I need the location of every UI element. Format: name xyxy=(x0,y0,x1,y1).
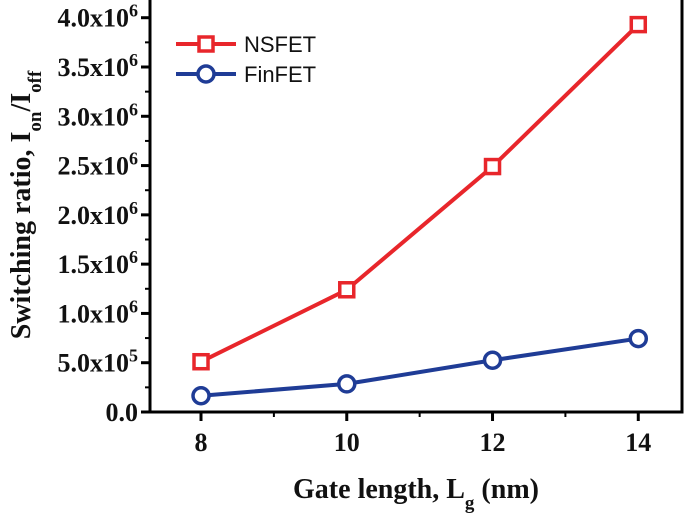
y-tick-labels: 0.0 5.0x105 1.0x106 1.5x106 2.0x106 2.5x106 3.… xyxy=(58,1,139,427)
legend-label: FinFET xyxy=(244,62,316,87)
legend: NSFET FinFET xyxy=(176,32,316,87)
x-axis-title-suffix: (nm) xyxy=(474,474,539,505)
legend-label: NSFET xyxy=(244,32,316,57)
data-point xyxy=(483,157,502,176)
axis-ticks xyxy=(141,16,640,421)
y-axis-title-main: Switching ratio, I xyxy=(6,132,37,340)
data-point xyxy=(629,15,648,34)
data-point xyxy=(192,352,210,371)
x-tick-label: 10 xyxy=(334,428,360,457)
series-layer xyxy=(191,15,649,406)
series-nsfet xyxy=(192,15,648,371)
series-line xyxy=(200,336,639,398)
legend-marker xyxy=(197,35,215,53)
y-tick-label: 2.5x106 xyxy=(58,149,139,181)
x-axis-title: Gate length, Lg (nm) xyxy=(293,474,539,514)
y-axis-title-sub-on: on xyxy=(25,111,46,132)
y-axis-title-mid: /I xyxy=(6,93,37,113)
data-point xyxy=(191,385,211,406)
data-point xyxy=(337,374,357,394)
series-finfet xyxy=(191,328,649,406)
y-tick-label: 1.0x106 xyxy=(58,296,139,328)
x-tick-label: 14 xyxy=(625,428,651,457)
x-axis-title-main: Gate length, L xyxy=(293,474,465,505)
x-tick-label: 8 xyxy=(195,428,208,457)
legend-item-finfet: FinFET xyxy=(176,62,316,87)
series-line xyxy=(200,23,640,364)
data-point xyxy=(482,350,503,370)
y-axis-title-sub-off: off xyxy=(25,70,46,93)
y-tick-label: 5.0x105 xyxy=(58,346,139,378)
data-point xyxy=(628,328,649,349)
y-tick-label: 1.5x106 xyxy=(58,247,139,279)
legend-marker xyxy=(196,64,216,84)
y-tick-label: 3.0x106 xyxy=(58,99,139,131)
y-axis-title: Switching ratio, Ion/Ioff xyxy=(6,70,46,339)
data-point xyxy=(338,281,356,299)
x-tick-label: 12 xyxy=(480,428,506,457)
y-tick-label: 4.0x106 xyxy=(58,1,139,33)
legend-item-nsfet: NSFET xyxy=(176,32,316,57)
x-tick-labels: 8 10 12 14 xyxy=(195,428,652,457)
x-axis-title-sub: g xyxy=(465,493,475,514)
y-tick-label: 0.0 xyxy=(106,398,139,427)
plot-frame xyxy=(148,0,684,414)
y-tick-label: 2.0x106 xyxy=(58,198,139,230)
y-tick-label: 3.5x106 xyxy=(58,50,139,82)
